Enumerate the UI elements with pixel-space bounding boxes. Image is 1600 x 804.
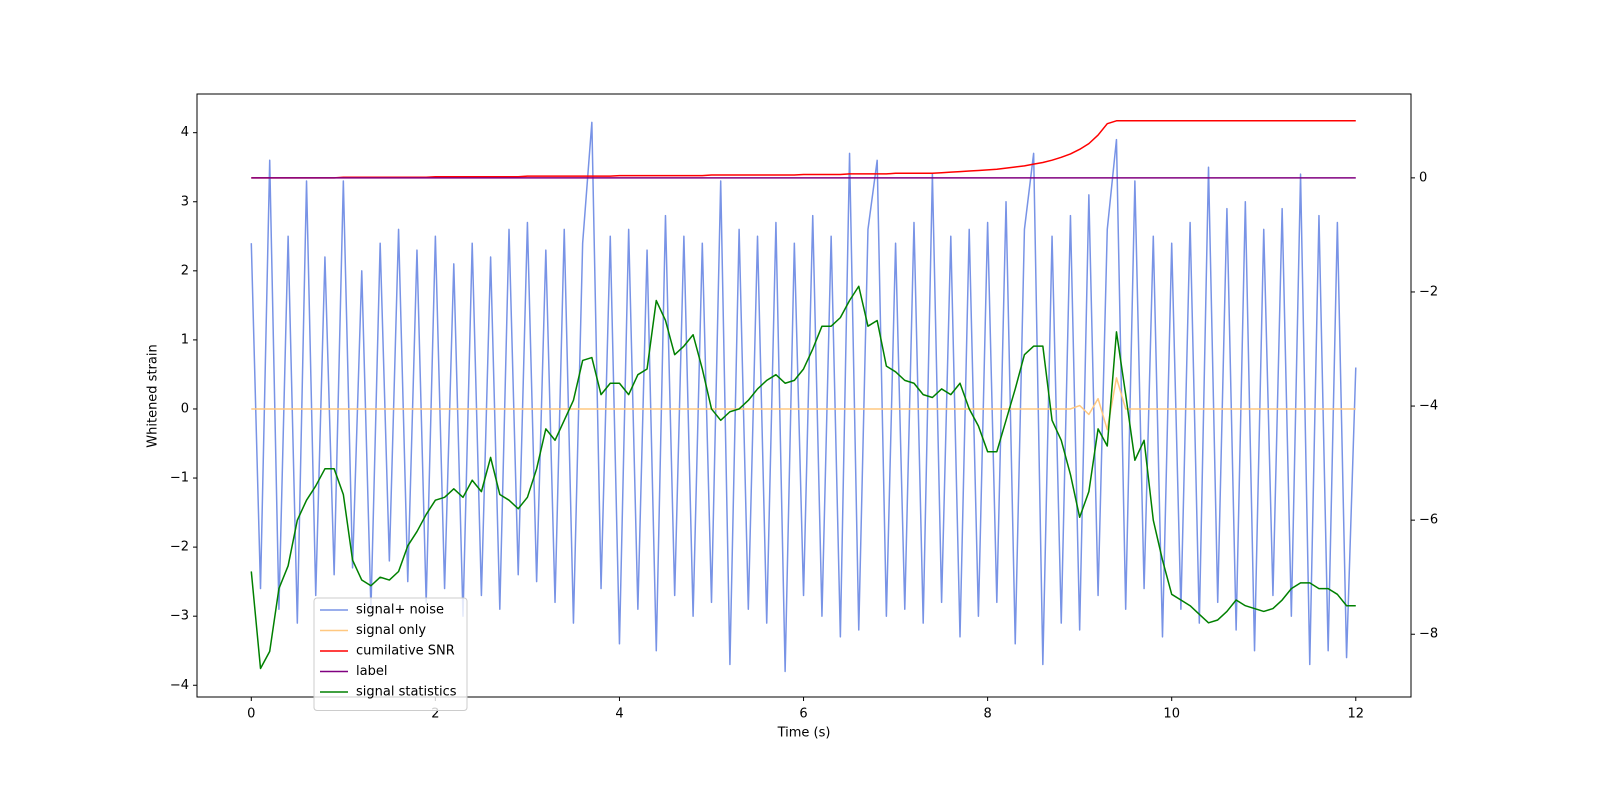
x-axis-label: Time (s) bbox=[777, 726, 831, 741]
y-tick-label: −2 bbox=[170, 540, 189, 555]
legend-label: label bbox=[356, 664, 387, 679]
x-tick-label: 12 bbox=[1348, 707, 1365, 722]
y-tick-label: −1 bbox=[170, 471, 189, 486]
y-tick-label: 3 bbox=[181, 194, 189, 209]
x-tick-label: 6 bbox=[799, 707, 807, 722]
axes-frame bbox=[196, 93, 1412, 698]
y-tick-label: 4 bbox=[181, 125, 189, 140]
legend-label: signal only bbox=[356, 623, 426, 638]
legend-label: cumilative SNR bbox=[356, 644, 455, 659]
x-tick-label: 2 bbox=[431, 707, 439, 722]
y2-tick-label: −4 bbox=[1419, 399, 1438, 414]
series-line bbox=[251, 120, 1356, 179]
x-tick-label: 10 bbox=[1163, 707, 1180, 722]
y2-tick-label: −2 bbox=[1419, 284, 1438, 299]
y-axis-label: Whitened strain bbox=[146, 344, 161, 447]
y-tick-label: −3 bbox=[170, 609, 189, 624]
y-tick-label: 0 bbox=[181, 401, 189, 416]
x-tick-label: 4 bbox=[615, 707, 623, 722]
x-tick-label: 0 bbox=[247, 707, 255, 722]
y-tick-label: −4 bbox=[170, 678, 189, 693]
y-tick-label: 1 bbox=[181, 332, 189, 347]
legend-label: signal statistics bbox=[356, 685, 457, 700]
legend-label: signal+ noise bbox=[356, 603, 444, 618]
y-tick-label: 2 bbox=[181, 263, 189, 278]
legend-box bbox=[313, 597, 468, 711]
y2-tick-label: −8 bbox=[1419, 627, 1438, 642]
y2-tick-label: −6 bbox=[1419, 513, 1438, 528]
y2-tick-label: 0 bbox=[1419, 170, 1427, 185]
series-line bbox=[251, 377, 1356, 431]
series-line bbox=[250, 121, 1357, 673]
series-line bbox=[250, 285, 1356, 670]
x-tick-label: 8 bbox=[983, 707, 991, 722]
